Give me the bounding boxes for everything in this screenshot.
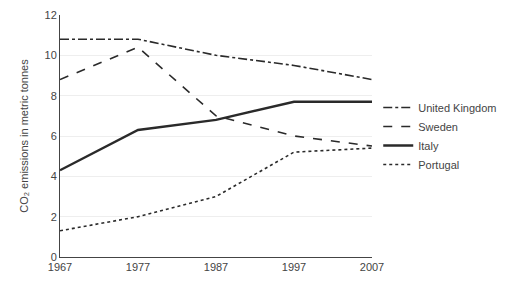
svg-text:2007: 2007 bbox=[360, 261, 384, 273]
svg-text:12: 12 bbox=[45, 9, 57, 21]
svg-text:Sweden: Sweden bbox=[418, 121, 458, 133]
svg-text:Italy: Italy bbox=[418, 140, 439, 152]
svg-text:8: 8 bbox=[51, 90, 57, 102]
svg-text:United Kingdom: United Kingdom bbox=[418, 102, 496, 114]
svg-text:2: 2 bbox=[51, 211, 57, 223]
svg-text:1997: 1997 bbox=[282, 261, 306, 273]
svg-text:1967: 1967 bbox=[48, 261, 72, 273]
svg-text:4: 4 bbox=[51, 170, 57, 182]
svg-text:10: 10 bbox=[45, 49, 57, 61]
svg-text:1977: 1977 bbox=[126, 261, 150, 273]
svg-text:Portugal: Portugal bbox=[418, 159, 459, 171]
svg-text:0: 0 bbox=[51, 251, 57, 263]
svg-text:1987: 1987 bbox=[204, 261, 228, 273]
svg-text:CO₂ emissions in metric tonnes: CO₂ emissions in metric tonnes bbox=[18, 59, 30, 213]
svg-text:6: 6 bbox=[51, 130, 57, 142]
